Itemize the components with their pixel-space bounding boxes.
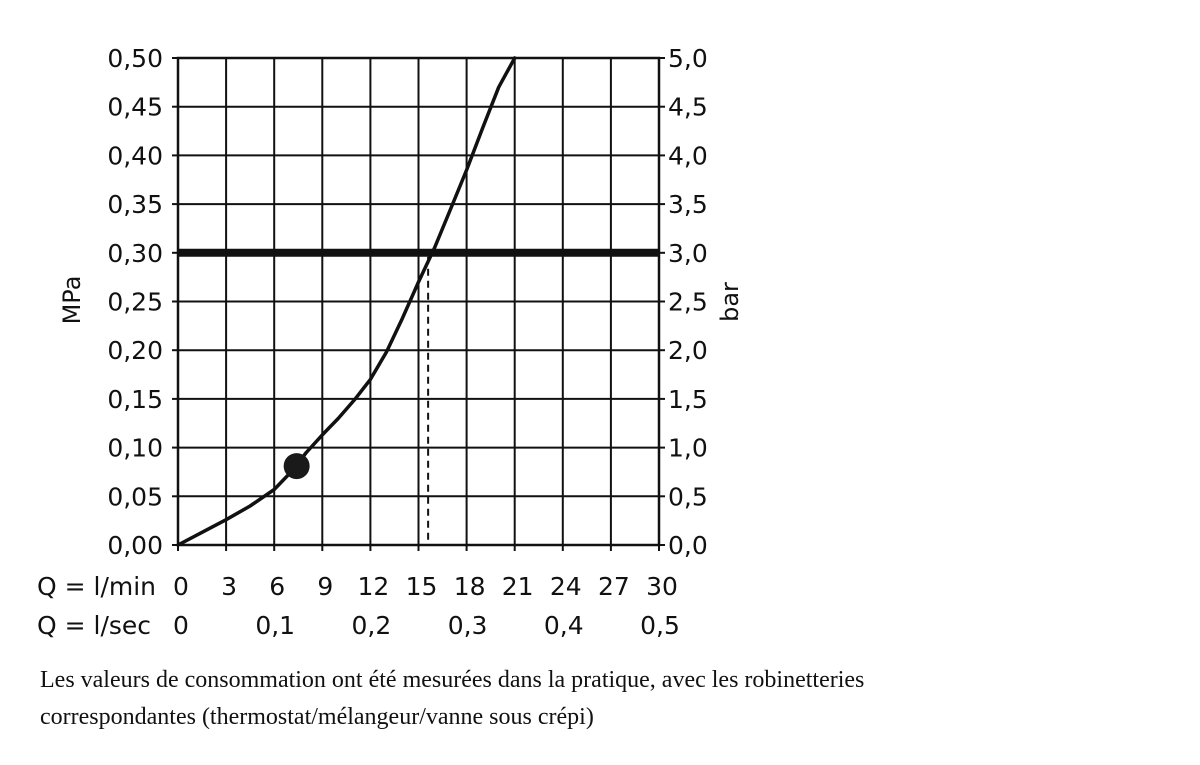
y-left-tick-label: 0,05: [107, 482, 163, 511]
x-row1-label: Q = l/min: [37, 572, 156, 601]
y-right-tick-label: 2,0: [668, 336, 708, 365]
y-right-tick-label: 3,0: [668, 239, 708, 268]
x-row2-tick-label: 0,1: [255, 611, 295, 640]
x-row1-tick-label: 9: [317, 572, 333, 601]
y-left-tick-label: 0,50: [107, 44, 163, 73]
y-left-tick-label: 0,30: [107, 239, 163, 268]
y-right-tick-label: 4,0: [668, 141, 708, 170]
x-row2-tick-label: 0: [173, 611, 189, 640]
y-right-tick-label: 5,0: [668, 44, 708, 73]
x-row2-tick-label: 0,2: [352, 611, 392, 640]
y-left-tick-label: 0,35: [107, 190, 163, 219]
y-right-tick-label: 1,0: [668, 434, 708, 463]
y-right-tick-label: 0,0: [668, 531, 708, 560]
x-row1-tick-label: 0: [173, 572, 189, 601]
x-row1-tick-label: 6: [269, 572, 285, 601]
x-row1-tick-label: 15: [406, 572, 438, 601]
x-row1-tick-label: 27: [598, 572, 630, 601]
y-left-axis-label: MPa: [58, 276, 86, 325]
caption-line-1: Les valeurs de consommation ont été mesu…: [40, 667, 865, 693]
y-left-tick-label: 0,20: [107, 336, 163, 365]
y-left-tick-label: 0,40: [107, 141, 163, 170]
x-row2-tick-label: 0,5: [640, 611, 680, 640]
y-right-tick-label: 2,5: [668, 288, 708, 317]
caption: Les valeurs de consommation ont été mesu…: [40, 662, 1170, 736]
x-row1-tick-label: 18: [454, 572, 486, 601]
x-row1-tick-label: 21: [502, 572, 534, 601]
marker-point: [283, 453, 310, 480]
x-row2-tick-label: 0,4: [544, 611, 584, 640]
y-left-tick-label: 0,45: [107, 93, 163, 122]
y-left-tick-label: 0,15: [107, 385, 163, 414]
x-row1-tick-label: 24: [550, 572, 582, 601]
x-row1-tick-label: 12: [357, 572, 389, 601]
y-left-tick-label: 0,25: [107, 288, 163, 317]
flow-curve: [176, 56, 517, 547]
x-row1-tick-label: 30: [646, 572, 678, 601]
y-right-tick-label: 4,5: [668, 93, 708, 122]
y-left-tick-label: 0,10: [107, 434, 163, 463]
y-right-axis-label: bar: [716, 282, 744, 322]
caption-line-2: correspondantes (thermostat/mélangeur/va…: [40, 704, 594, 730]
y-right-tick-label: 0,5: [668, 482, 708, 511]
y-right-tick-label: 3,5: [668, 190, 708, 219]
x-row1-tick-label: 3: [221, 572, 237, 601]
y-left-tick-label: 0,00: [107, 531, 163, 560]
y-right-tick-label: 1,5: [668, 385, 708, 414]
x-row2-label: Q = l/sec: [37, 611, 151, 640]
x-row2-tick-label: 0,3: [448, 611, 488, 640]
flow-pressure-chart: 0,000,050,100,150,200,250,300,350,400,45…: [37, 44, 744, 640]
